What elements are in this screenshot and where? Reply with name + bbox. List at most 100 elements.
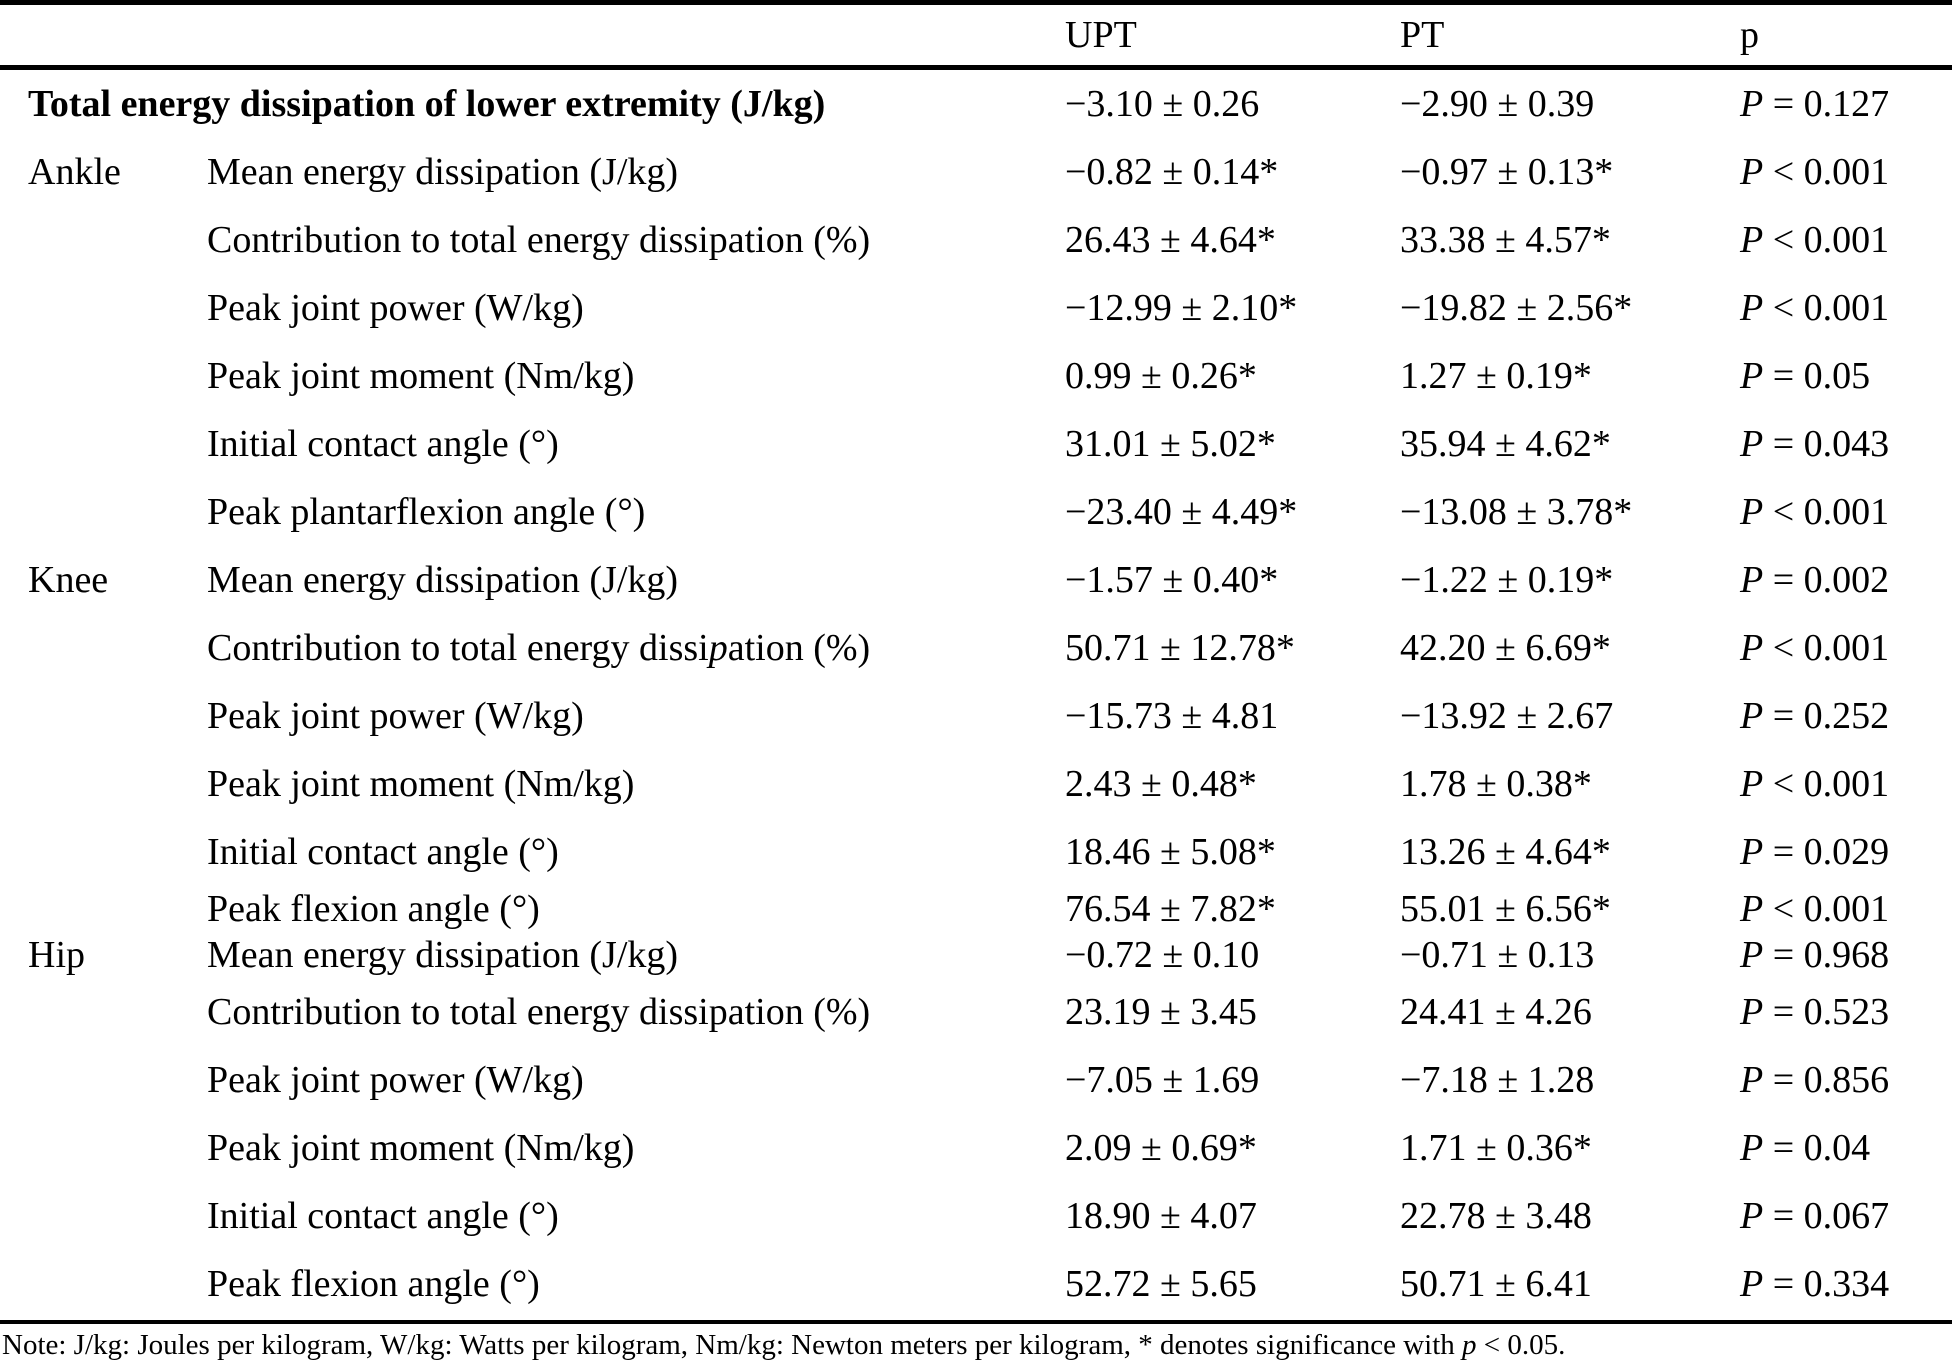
- metric-label: Mean energy dissipation (J/kg): [207, 151, 679, 193]
- pt-value-cell: −13.92 ± 2.67: [1400, 695, 1614, 737]
- p-value-cell: P = 0.968: [1740, 933, 1952, 977]
- metric-label: Peak joint moment (Nm/kg): [207, 355, 635, 397]
- footnote-p-symbol: p: [1462, 1329, 1477, 1361]
- pt-value-cell: 33.38 ± 4.57*: [1400, 219, 1611, 261]
- table-row: Peak joint power (W/kg) −12.99 ± 2.10* −19…: [0, 274, 1952, 342]
- column-header-p: p: [1740, 14, 1759, 56]
- p-value-text: = 0.067: [1763, 1195, 1890, 1237]
- p-value-text: < 0.001: [1763, 219, 1890, 261]
- p-variable: P: [1740, 491, 1764, 533]
- footnote-text: Note: J/kg: Joules per kilogram, W/kg: W…: [2, 1329, 1462, 1361]
- upt-value-cell: −0.72 ± 0.10: [1065, 934, 1260, 976]
- p-value-text: = 0.043: [1763, 423, 1890, 465]
- upt-value-cell: 26.43 ± 4.64*: [1065, 219, 1276, 261]
- p-value-cell: P < 0.001: [1740, 762, 1952, 806]
- p-value-cell: P = 0.043: [1740, 422, 1952, 466]
- upt-value-cell: 18.90 ± 4.07: [1065, 1195, 1257, 1237]
- upt-value-cell: −23.40 ± 4.49*: [1065, 491, 1298, 533]
- metric-label: Peak joint moment (Nm/kg): [207, 763, 635, 805]
- column-header-pt: PT: [1400, 14, 1445, 56]
- column-header-upt: UPT: [1065, 14, 1137, 56]
- header-row: UPT PT p: [0, 0, 1952, 70]
- p-value-text: = 0.04: [1763, 1127, 1871, 1169]
- p-variable: P: [1740, 627, 1764, 669]
- pt-value-cell: −13.08 ± 3.78*: [1400, 491, 1633, 533]
- table-body: Total energy dissipation of lower extrem…: [0, 70, 1952, 1318]
- upt-value-cell: 50.71 ± 12.78*: [1065, 627, 1295, 669]
- p-variable: P: [1740, 991, 1764, 1033]
- upt-value-cell: −7.05 ± 1.69: [1065, 1059, 1260, 1101]
- p-value-text: < 0.001: [1763, 627, 1890, 669]
- metric-label: Peak joint power (W/kg): [207, 1059, 584, 1101]
- pt-value-cell: −7.18 ± 1.28: [1400, 1059, 1595, 1101]
- p-value-text: = 0.856: [1763, 1059, 1890, 1101]
- p-value-cell: P = 0.04: [1740, 1126, 1952, 1170]
- pt-value-cell: 50.71 ± 6.41: [1400, 1263, 1592, 1305]
- p-value-cell: P < 0.001: [1740, 490, 1952, 534]
- metric-label: Contribution to total energy dissipation…: [207, 991, 871, 1033]
- upt-value-cell: −1.57 ± 0.40*: [1065, 559, 1279, 601]
- table-row: Contribution to total energy dissipation…: [0, 614, 1952, 682]
- pt-value-cell: −1.22 ± 0.19*: [1400, 559, 1614, 601]
- table-row: Peak joint power (W/kg) −7.05 ± 1.69 −7.18…: [0, 1046, 1952, 1114]
- p-value-text: < 0.001: [1763, 888, 1890, 930]
- p-variable: P: [1740, 287, 1764, 329]
- metric-label: Initial contact angle (°): [207, 831, 559, 873]
- upt-value-cell: 2.09 ± 0.69*: [1065, 1127, 1257, 1169]
- table-row: Peak flexion angle (°) 52.72 ± 5.65 50.71 …: [0, 1250, 1952, 1318]
- p-value-cell: P < 0.001: [1740, 150, 1952, 194]
- table-row: Hip Mean energy dissipation (J/kg) −0.72 ±…: [0, 932, 1952, 978]
- joint-cell: Knee: [28, 559, 109, 601]
- p-value-text: = 0.968: [1763, 934, 1890, 976]
- table-row: Peak flexion angle (°) 76.54 ± 7.82* 55.01…: [0, 886, 1952, 932]
- p-value-cell: P = 0.523: [1740, 990, 1952, 1034]
- pt-value-cell: 1.78 ± 0.38*: [1400, 763, 1592, 805]
- p-variable: P: [1740, 695, 1764, 737]
- upt-value-cell: 23.19 ± 3.45: [1065, 991, 1257, 1033]
- p-value-cell: P = 0.05: [1740, 354, 1952, 398]
- p-value-cell: P < 0.001: [1740, 218, 1952, 262]
- pt-value-cell: −0.97 ± 0.13*: [1400, 151, 1614, 193]
- upt-value-cell: 76.54 ± 7.82*: [1065, 888, 1276, 930]
- p-value-text: = 0.523: [1763, 991, 1890, 1033]
- upt-value-cell: 18.46 ± 5.08*: [1065, 831, 1276, 873]
- metric-label: Peak plantarflexion angle (°): [207, 491, 646, 533]
- metric-label-part: Contribution to total energy dissi: [207, 627, 709, 669]
- p-variable: P: [1740, 559, 1764, 601]
- p-variable: P: [1740, 1263, 1764, 1305]
- p-variable: P: [1740, 1127, 1764, 1169]
- metric-label: Initial contact angle (°): [207, 1195, 559, 1237]
- metric-label-italic-part: p: [708, 627, 728, 669]
- upt-value-cell: −15.73 ± 4.81: [1065, 695, 1279, 737]
- p-value-cell: P = 0.067: [1740, 1194, 1952, 1238]
- p-variable: P: [1740, 934, 1764, 976]
- pt-value-cell: 1.27 ± 0.19*: [1400, 355, 1592, 397]
- table-row: Peak joint moment (Nm/kg) 2.43 ± 0.48* 1.7…: [0, 750, 1952, 818]
- table-row: Total energy dissipation of lower extrem…: [0, 70, 1952, 138]
- table-row: Initial contact angle (°) 31.01 ± 5.02* 35…: [0, 410, 1952, 478]
- upt-value-cell: −3.10 ± 0.26: [1065, 83, 1260, 125]
- p-variable: P: [1740, 1059, 1764, 1101]
- metric-label: Peak flexion angle (°): [207, 1263, 540, 1305]
- p-value-text: = 0.252: [1763, 695, 1890, 737]
- table-row: Initial contact angle (°) 18.46 ± 5.08* 13…: [0, 818, 1952, 886]
- table-row: Peak plantarflexion angle (°) −23.40 ± 4.…: [0, 478, 1952, 546]
- total-row-label: Total energy dissipation of lower extrem…: [28, 83, 826, 125]
- metric-label: Peak joint power (W/kg): [207, 695, 584, 737]
- p-value-cell: P = 0.856: [1740, 1058, 1952, 1102]
- p-value-text: = 0.334: [1763, 1263, 1890, 1305]
- metric-label-part: ation (%): [727, 627, 871, 669]
- p-variable: P: [1740, 763, 1764, 805]
- p-value-cell: P = 0.029: [1740, 830, 1952, 874]
- table-row: Ankle Mean energy dissipation (J/kg) −0.82…: [0, 138, 1952, 206]
- table-row: Peak joint moment (Nm/kg) 0.99 ± 0.26* 1.2…: [0, 342, 1952, 410]
- metric-label: Mean energy dissipation (J/kg): [207, 559, 679, 601]
- pt-value-cell: 55.01 ± 6.56*: [1400, 888, 1611, 930]
- pt-value-cell: 35.94 ± 4.62*: [1400, 423, 1611, 465]
- p-value-text: < 0.001: [1763, 763, 1890, 805]
- p-variable: P: [1740, 423, 1764, 465]
- metric-label: Initial contact angle (°): [207, 423, 559, 465]
- pt-value-cell: 42.20 ± 6.69*: [1400, 627, 1611, 669]
- table-row: Contribution to total energy dissipation…: [0, 206, 1952, 274]
